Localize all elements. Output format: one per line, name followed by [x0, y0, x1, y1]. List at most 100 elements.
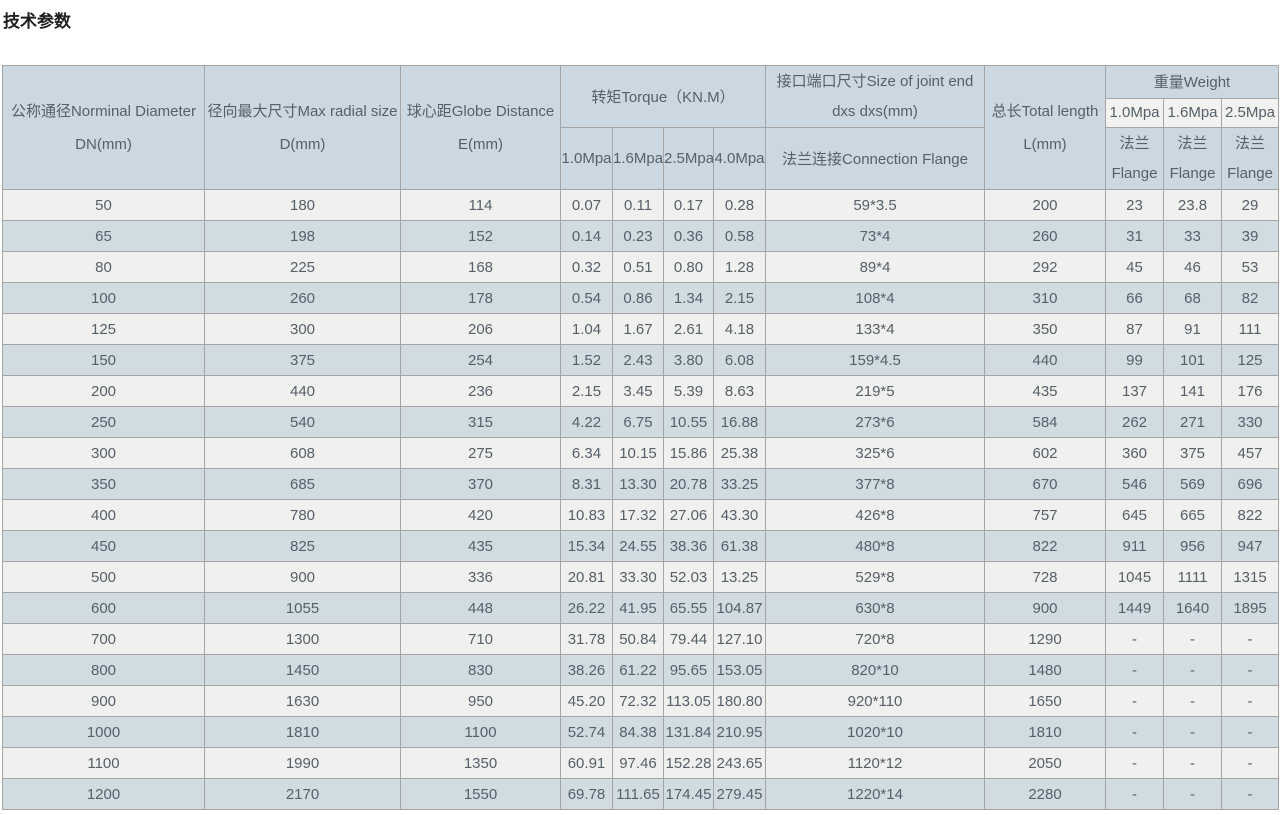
- table-cell: 5.39: [663, 375, 714, 407]
- table-cell: 33: [1163, 220, 1222, 252]
- table-cell: 125: [2, 313, 205, 345]
- table-cell: 1.28: [713, 251, 766, 283]
- table-cell: 920*110: [765, 685, 985, 717]
- table-cell: 300: [2, 437, 205, 469]
- header-joint-end-size: 接口端口尺寸Size of joint end dxs dxs(mm): [765, 65, 985, 128]
- table-cell: 375: [204, 344, 401, 376]
- table-cell: 2050: [984, 747, 1106, 779]
- table-cell: 100: [2, 282, 205, 314]
- table-cell: 350: [984, 313, 1106, 345]
- table-row: 1200 2170 1550 69.78 111.65 174.45 279.45 1220*…: [2, 778, 1280, 810]
- table-cell: 822: [1220, 499, 1280, 531]
- table-cell: -: [1220, 716, 1280, 748]
- page-title: 技术参数: [3, 12, 71, 31]
- table-cell: 39: [1220, 220, 1280, 252]
- header-line: 法兰: [1177, 134, 1208, 152]
- table-cell: 33.30: [612, 561, 664, 593]
- table-cell: 108*4: [765, 282, 985, 314]
- header-line: 总长Total length: [991, 102, 1099, 120]
- table-cell: 61.38: [713, 530, 766, 562]
- table-cell: 820*10: [765, 654, 985, 686]
- table-cell: 584: [984, 406, 1106, 438]
- table-cell: 1480: [984, 654, 1106, 686]
- table-cell: 2.43: [612, 344, 664, 376]
- table-cell: 89*4: [765, 251, 985, 283]
- table-cell: 206: [400, 313, 561, 345]
- table-cell: 111.65: [612, 778, 664, 810]
- header-torque-2.5mpa: 2.5Mpa: [663, 127, 714, 190]
- table-cell: 4.18: [713, 313, 766, 345]
- table-cell: -: [1105, 778, 1164, 810]
- table-cell: 8.63: [713, 375, 766, 407]
- table-cell: 95.65: [663, 654, 714, 686]
- header-torque-group: 转矩Torque（KN.M）: [560, 65, 766, 128]
- table-cell: -: [1163, 778, 1222, 810]
- table-cell: 260: [204, 282, 401, 314]
- table-row: 50 180 114 0.07 0.11 0.17 0.28 59*3.5 200 23 23.8 2…: [2, 189, 1280, 221]
- table-row: 80 225 168 0.32 0.51 0.80 1.28 89*4 292 45 46 53: [2, 251, 1280, 283]
- table-row: 100 260 178 0.54 0.86 1.34 2.15 108*4 310 66 68 82: [2, 282, 1280, 314]
- table-cell: 696: [1220, 468, 1280, 500]
- table-cell: 2280: [984, 778, 1106, 810]
- table-cell: 1.52: [560, 344, 613, 376]
- table-cell: 822: [984, 530, 1106, 562]
- table-cell: 6.08: [713, 344, 766, 376]
- table-cell: 757: [984, 499, 1106, 531]
- header-flange-2.5mpa: 法兰 Flange: [1220, 127, 1280, 190]
- table-cell: 45.20: [560, 685, 613, 717]
- header-line: D(mm): [279, 135, 326, 153]
- table-cell: 435: [984, 375, 1106, 407]
- table-cell: 271: [1163, 406, 1222, 438]
- table-cell: 1020*10: [765, 716, 985, 748]
- technical-parameters-table: 公称通径Norminal Diameter DN(mm) 径向最大尺寸Max r…: [2, 65, 1280, 810]
- table-cell: 125: [1220, 344, 1280, 376]
- table-cell: 38.26: [560, 654, 613, 686]
- table-cell: 236: [400, 375, 561, 407]
- header-nominal-diameter: 公称通径Norminal Diameter DN(mm): [2, 65, 205, 190]
- table-cell: -: [1163, 747, 1222, 779]
- table-cell: 20.81: [560, 561, 613, 593]
- table-cell: 69.78: [560, 778, 613, 810]
- table-cell: 2.61: [663, 313, 714, 345]
- table-cell: 1.34: [663, 282, 714, 314]
- header-torque-4.0mpa: 4.0Mpa: [713, 127, 766, 190]
- table-row: 65 198 152 0.14 0.23 0.36 0.58 73*4 260 31 33 39: [2, 220, 1280, 252]
- table-cell: 150: [2, 344, 205, 376]
- table-cell: 198: [204, 220, 401, 252]
- table-cell: 540: [204, 406, 401, 438]
- table-cell: 1220*14: [765, 778, 985, 810]
- table-cell: 68: [1163, 282, 1222, 314]
- table-cell: 602: [984, 437, 1106, 469]
- table-cell: 16.88: [713, 406, 766, 438]
- header-weight-2.5mpa: 2.5Mpa: [1220, 97, 1280, 129]
- table-cell: 87: [1105, 313, 1164, 345]
- table-cell: 0.28: [713, 189, 766, 221]
- table-cell: 20.78: [663, 468, 714, 500]
- table-cell: 262: [1105, 406, 1164, 438]
- table-cell: 600: [2, 592, 205, 624]
- table-cell: 3.80: [663, 344, 714, 376]
- table-row: 1000 1810 1100 52.74 84.38 131.84 210.95 1020*1…: [2, 716, 1280, 748]
- table-cell: 133*4: [765, 313, 985, 345]
- table-cell: 8.31: [560, 468, 613, 500]
- table-row: 125 300 206 1.04 1.67 2.61 4.18 133*4 350 87 91 111: [2, 313, 1280, 345]
- header-weight-group: 重量Weight: [1104, 65, 1280, 99]
- table-cell: 0.14: [560, 220, 613, 252]
- table-cell: 15.34: [560, 530, 613, 562]
- table-cell: 43.30: [713, 499, 766, 531]
- table-cell: 3.45: [612, 375, 664, 407]
- table-cell: 2.15: [713, 282, 766, 314]
- header-line: Flange: [1227, 164, 1273, 182]
- table-cell: 1111: [1163, 561, 1222, 593]
- table-cell: 720*8: [765, 623, 985, 655]
- table-cell: 41.95: [612, 592, 664, 624]
- table-cell: 426*8: [765, 499, 985, 531]
- header-line: 法兰: [1235, 134, 1266, 152]
- table-cell: 1315: [1220, 561, 1280, 593]
- table-cell: 0.23: [612, 220, 664, 252]
- header-connection-flange: 法兰连接Connection Flange: [765, 127, 985, 190]
- table-cell: 210.95: [713, 716, 766, 748]
- header-line: dxs dxs(mm): [832, 102, 918, 120]
- header-line: 球心距Globe Distance: [406, 102, 555, 120]
